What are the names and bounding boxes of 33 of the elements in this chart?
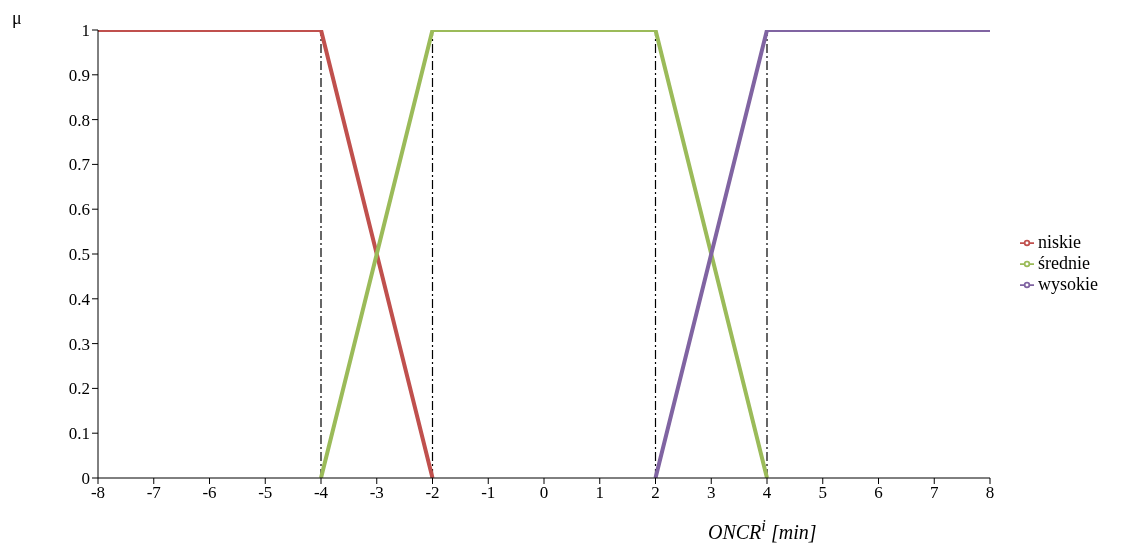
y-tick-label: 0.7	[68, 155, 91, 175]
x-tick-label: 1	[595, 483, 604, 503]
y-tick-label: 0.6	[68, 200, 90, 220]
x-tick-label: -6	[202, 483, 217, 503]
x-tick-label: 5	[818, 483, 827, 503]
y-axis-title: μ	[12, 8, 22, 29]
x-tick-label: 7	[930, 483, 939, 503]
y-tick-label: 0.2	[68, 379, 90, 399]
y-tick-label: 1	[81, 21, 90, 41]
legend-label: wysokie	[1038, 273, 1098, 294]
x-tick-label: 3	[707, 483, 716, 503]
x-tick-label: -2	[425, 483, 440, 503]
y-tick-label: 0.4	[68, 289, 91, 309]
x-axis-title: ONCR$^{i}$ [min]	[708, 516, 817, 544]
y-tick-label: 0.3	[68, 334, 90, 354]
x-tick-label: 2	[651, 483, 660, 503]
x-tick-label: 6	[874, 483, 883, 503]
x-tick-label: -4	[313, 483, 329, 503]
x-tick-label: -5	[258, 483, 273, 503]
x-tick-label: 0	[539, 483, 549, 503]
legend-label: średnie	[1038, 252, 1090, 273]
x-tick-label: -3	[369, 483, 384, 503]
x-tick-label: -8	[90, 483, 106, 503]
y-tick-label: 0.5	[68, 245, 90, 265]
x-tick-label: -7	[146, 483, 162, 503]
x-tick-label: 4	[762, 483, 772, 503]
y-tick-label: 0.9	[68, 65, 90, 85]
x-tick-label: 8	[985, 483, 995, 503]
legend-label: niskie	[1038, 231, 1081, 252]
y-tick-label: 0.8	[68, 110, 90, 130]
y-tick-label: 0	[81, 469, 90, 489]
x-tick-label: -1	[481, 483, 496, 503]
y-tick-label: 0.1	[68, 424, 90, 444]
